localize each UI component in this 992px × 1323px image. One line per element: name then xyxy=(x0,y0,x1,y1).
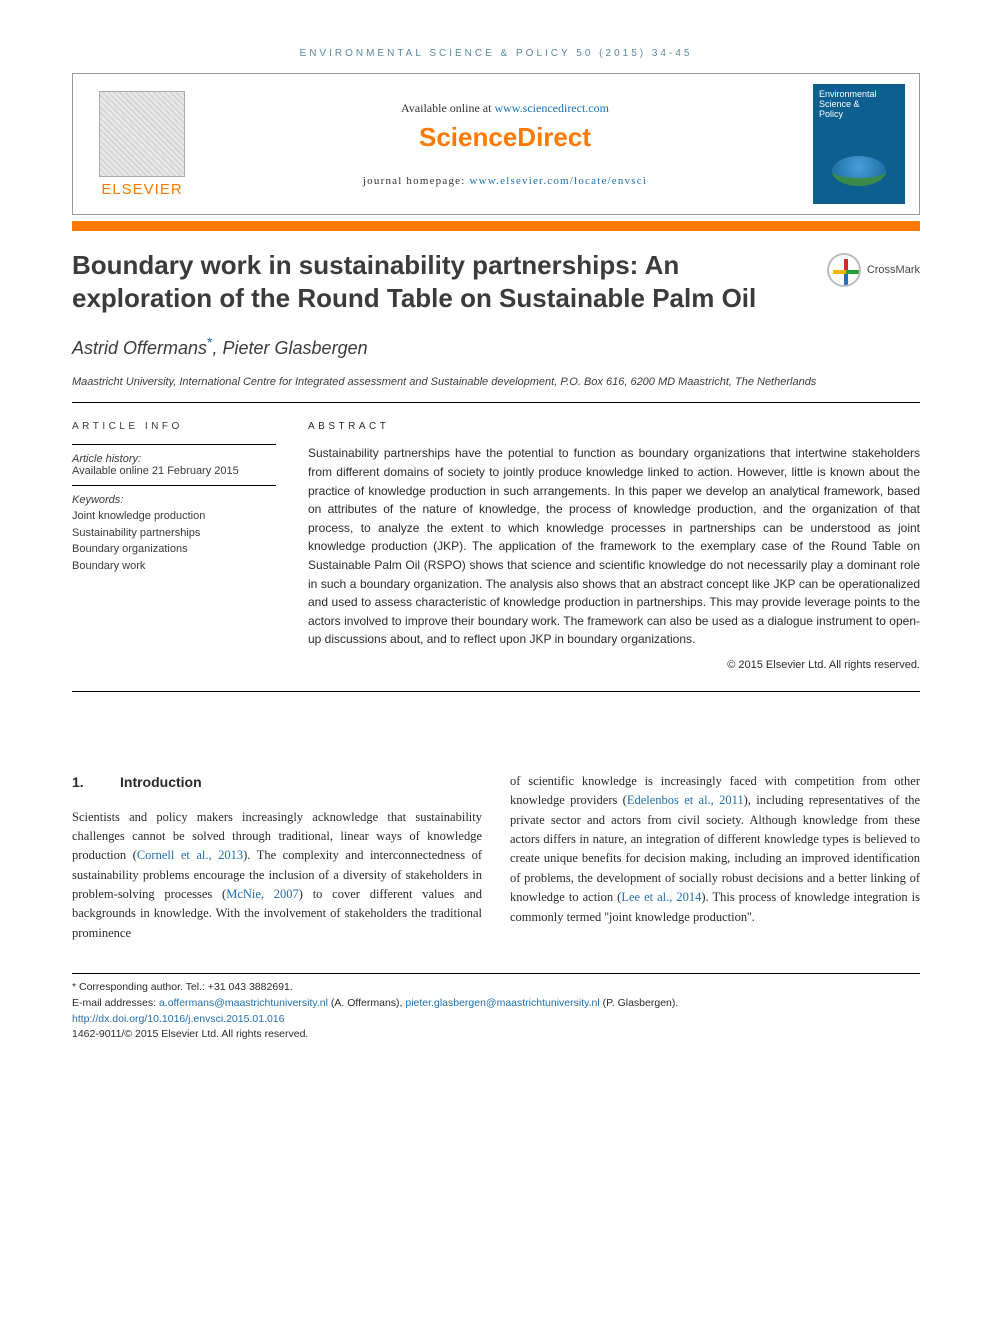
abstract-column: ABSTRACT Sustainability partnerships hav… xyxy=(308,421,920,671)
cover-title-line3: Policy xyxy=(819,110,899,120)
abstract-text: Sustainability partnerships have the pot… xyxy=(308,444,920,649)
journal-homepage-line: journal homepage: www.elsevier.com/locat… xyxy=(197,175,813,187)
body-column-left: 1.Introduction Scientists and policy mak… xyxy=(72,772,482,943)
crossmark-icon xyxy=(827,253,861,287)
elsevier-logo[interactable]: ELSEVIER xyxy=(87,91,197,198)
author-list: Astrid Offermans*, Pieter Glasbergen xyxy=(72,334,920,359)
citation-link[interactable]: Edelenbos et al., 2011 xyxy=(627,793,744,807)
elsevier-wordmark: ELSEVIER xyxy=(101,181,182,198)
citation-link[interactable]: Lee et al., 2014 xyxy=(621,890,701,904)
divider xyxy=(72,444,276,445)
crossmark-label: CrossMark xyxy=(867,264,920,276)
article-title: Boundary work in sustainability partners… xyxy=(72,249,811,314)
email-link[interactable]: pieter.glasbergen@maastrichtuniversity.n… xyxy=(405,997,599,1009)
section-title: Introduction xyxy=(120,774,202,790)
body-two-column: 1.Introduction Scientists and policy mak… xyxy=(72,772,920,943)
email-owner: (A. Offermans), xyxy=(328,997,405,1009)
author-name[interactable]: Pieter Glasbergen xyxy=(223,338,368,358)
body-column-right: of scientific knowledge is increasingly … xyxy=(510,772,920,943)
globe-icon xyxy=(832,156,886,186)
keywords-head: Keywords: xyxy=(72,494,276,506)
history-value: Available online 21 February 2015 xyxy=(72,465,276,477)
abstract-head: ABSTRACT xyxy=(308,421,920,432)
body-paragraph: Scientists and policy makers increasingl… xyxy=(72,808,482,944)
homepage-link[interactable]: www.elsevier.com/locate/envsci xyxy=(469,175,647,187)
article-info-column: ARTICLE INFO Article history: Available … xyxy=(72,421,276,671)
keyword: Joint knowledge production xyxy=(72,508,276,525)
citation-link[interactable]: McNie, 2007 xyxy=(226,887,299,901)
sciencedirect-brand: ScienceDirect xyxy=(197,122,813,153)
homepage-label: journal homepage: xyxy=(363,175,470,187)
keyword: Boundary organizations xyxy=(72,541,276,558)
orange-divider-bar xyxy=(72,221,920,231)
available-label: Available online at xyxy=(401,101,494,115)
email-line: E-mail addresses: a.offermans@maastricht… xyxy=(72,996,920,1012)
body-paragraph: of scientific knowledge is increasingly … xyxy=(510,772,920,927)
divider xyxy=(72,485,276,486)
affiliation: Maastricht University, International Cen… xyxy=(72,375,920,403)
issn-copyright: 1462-9011/© 2015 Elsevier Ltd. All right… xyxy=(72,1027,920,1043)
journal-running-head: ENVIRONMENTAL SCIENCE & POLICY 50 (2015)… xyxy=(72,48,920,59)
crossmark-badge[interactable]: CrossMark xyxy=(827,253,920,287)
author-separator: , xyxy=(213,338,223,358)
email-link[interactable]: a.offermans@maastrichtuniversity.nl xyxy=(159,997,328,1009)
body-text: ), including representatives of the priv… xyxy=(510,793,920,904)
elsevier-tree-icon xyxy=(99,91,185,177)
footnotes: * Corresponding author. Tel.: +31 043 38… xyxy=(72,973,920,1043)
section-number: 1. xyxy=(72,772,120,794)
article-info-head: ARTICLE INFO xyxy=(72,421,276,432)
keyword: Boundary work xyxy=(72,558,276,575)
available-online-line: Available online at www.sciencedirect.co… xyxy=(197,101,813,116)
section-heading: 1.Introduction xyxy=(72,772,482,794)
email-label: E-mail addresses: xyxy=(72,997,159,1009)
citation-link[interactable]: Cornell et al., 2013 xyxy=(137,848,243,862)
history-label: Article history: xyxy=(72,453,276,465)
abstract-copyright: © 2015 Elsevier Ltd. All rights reserved… xyxy=(308,659,920,671)
corresponding-author-note: * Corresponding author. Tel.: +31 043 38… xyxy=(72,980,920,996)
doi-link[interactable]: http://dx.doi.org/10.1016/j.envsci.2015.… xyxy=(72,1013,285,1025)
sciencedirect-link[interactable]: www.sciencedirect.com xyxy=(494,101,609,115)
keyword: Sustainability partnerships xyxy=(72,525,276,542)
journal-cover-thumbnail[interactable]: Environmental Science & Policy xyxy=(813,84,905,204)
masthead-band: ELSEVIER Available online at www.science… xyxy=(72,73,920,215)
email-owner: (P. Glasbergen). xyxy=(600,997,679,1009)
author-name[interactable]: Astrid Offermans xyxy=(72,338,207,358)
